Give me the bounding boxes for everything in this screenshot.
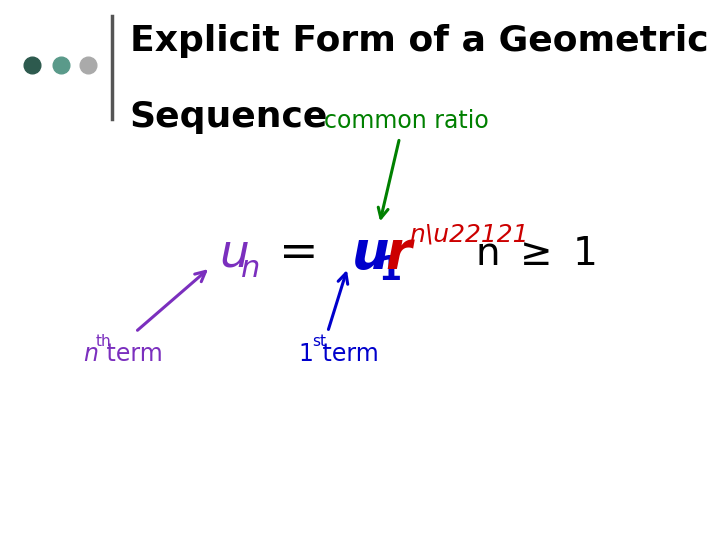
Text: n: n	[241, 254, 261, 284]
Text: term: term	[315, 342, 379, 366]
Text: n: n	[83, 342, 98, 366]
Text: u: u	[351, 228, 389, 280]
Text: term: term	[99, 342, 163, 366]
Text: u: u	[220, 231, 250, 276]
Text: 1: 1	[299, 342, 314, 366]
Text: st: st	[312, 334, 325, 349]
Text: Explicit Form of a Geometric: Explicit Form of a Geometric	[130, 24, 708, 58]
Text: =: =	[279, 231, 319, 276]
Text: r: r	[385, 228, 411, 280]
Text: n\u22121: n\u22121	[409, 223, 528, 247]
Text: th: th	[96, 334, 112, 349]
Text: Sequence: Sequence	[130, 100, 328, 134]
Text: common ratio: common ratio	[325, 110, 489, 133]
Text: 1: 1	[379, 253, 402, 287]
Text: n $\geq$ 1: n $\geq$ 1	[475, 235, 595, 273]
